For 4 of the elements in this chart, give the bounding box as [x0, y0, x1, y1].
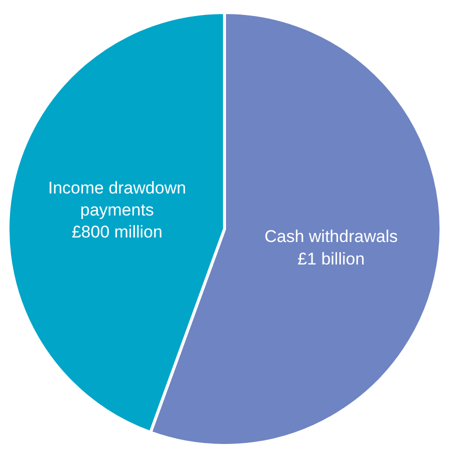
slice-label: Income drawdown payments	[48, 178, 186, 220]
data-label: £1 billion	[298, 249, 365, 268]
slice-label: Cash withdrawals	[264, 227, 398, 246]
data-label: £800 million	[72, 222, 162, 242]
